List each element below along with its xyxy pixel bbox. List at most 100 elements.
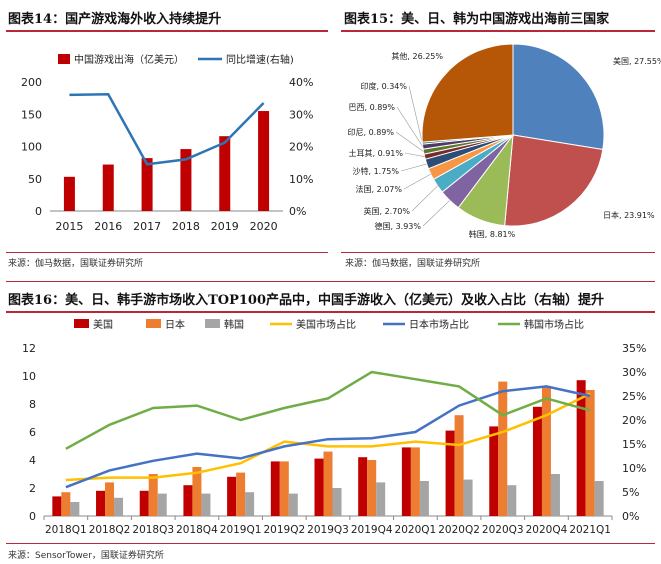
- chart16-y-tick-label: 8: [29, 398, 36, 411]
- chart16-legend-label: 韩国市场占比: [524, 318, 584, 331]
- chart16-bar: [358, 457, 368, 516]
- chart16-x-tick-label: 2020Q1: [395, 524, 437, 536]
- chart16-bar: [323, 451, 333, 516]
- chart16-x-tick-label: 2021Q1: [569, 524, 611, 536]
- chart14-x-tick-label: 2015: [55, 220, 83, 233]
- chart16-source: 来源：SensorTower，国联证券研究所: [8, 551, 164, 561]
- chart16-y-tick-label: 2: [29, 482, 36, 495]
- chart16-x-tick-label: 2019Q2: [263, 524, 305, 536]
- chart16-bar: [279, 461, 289, 516]
- chart16-bar: [157, 493, 167, 516]
- chart14-growth-line: [69, 92, 265, 166]
- chart15-leader-line: [404, 152, 425, 157]
- chart16-x-tick-label: 2020Q3: [482, 524, 524, 536]
- chart14-y2-tick-label: 30%: [289, 108, 313, 121]
- chart16-bar: [105, 482, 115, 516]
- chart15-heading: 图表15：美、日、韩为中国游戏出海前三国家: [344, 12, 610, 27]
- chart14-y2-tick-label: 10%: [289, 173, 313, 186]
- chart14-bar: [258, 111, 270, 211]
- chart14-y-tick-label: 50: [28, 173, 42, 186]
- chart16-bar: [410, 447, 420, 516]
- chart16-bar: [550, 474, 560, 516]
- chart16-bar: [270, 461, 280, 516]
- chart14-svg: 中国游戏出海（亿美元） 同比增速(右轴) 0 50 100 150 200 0% 10% 20% 3…: [21, 53, 313, 233]
- chart16-share-line: [65, 385, 591, 489]
- chart14-y-tick-label: 200: [21, 76, 42, 89]
- chart16-heading: 图表16：美、日、韩手游市场收入TOP100产品中，中国手游收入（亿美元）及收入…: [8, 293, 605, 308]
- chart15-slice-label: 印尼, 0.89%: [348, 128, 395, 137]
- chart16-legend-swatch: [74, 319, 89, 328]
- chart15-svg: 美国, 27.55% 日本, 23.91% 韩国, 8.81% 德国, 3.93% 英国…: [348, 43, 661, 239]
- chart16-x-tick-label: 2019Q4: [351, 524, 393, 536]
- chart16-bar: [445, 430, 455, 516]
- chart15-slice-label: 英国, 2.70%: [364, 206, 411, 216]
- chart16-bar: [454, 415, 464, 516]
- chart15-source: 来源：伽马数据，国联证券研究所: [345, 259, 481, 269]
- chart16-x-tick-label: 2019Q3: [307, 524, 349, 536]
- chart15-slice-label: 其他, 26.25%: [391, 51, 443, 61]
- chart14-source: 来源：伽马数据，国联证券研究所: [8, 259, 144, 269]
- chart16-x-tick-label: 2018Q4: [176, 524, 218, 536]
- chart16-legend-label: 美国: [93, 318, 113, 331]
- chart14-bottom-rule: [6, 252, 328, 253]
- chart16-x-tick-label: 2018Q1: [45, 524, 87, 536]
- chart15-leader-line: [408, 85, 423, 144]
- chart14-y2-tick-label: 20%: [289, 141, 313, 154]
- chart14-top-rule: [6, 30, 328, 32]
- chart15-leader-line: [411, 185, 438, 212]
- chart14-heading: 图表14：国产游戏海外收入持续提升: [8, 12, 222, 27]
- chart15-slice-label: 日本, 23.91%: [603, 210, 655, 220]
- chart16-bottom-rule: [6, 543, 655, 544]
- chart16-bar: [52, 496, 62, 516]
- chart16-y2-tick-label: 35%: [622, 342, 646, 355]
- chart15-leader-line: [400, 163, 427, 172]
- chart15-leader-line: [395, 131, 424, 152]
- chart15-slice: [512, 43, 605, 151]
- chart16-bar: [376, 482, 386, 516]
- chart14-y2-tick-label: 40%: [289, 76, 313, 89]
- chart16-bar: [183, 485, 193, 516]
- chart16-share-line: [65, 392, 591, 482]
- chart16-legend-label: 日本: [165, 318, 185, 331]
- chart16-y2-tick-label: 25%: [622, 390, 646, 403]
- chart16-bar: [507, 485, 517, 516]
- chart16-bar: [236, 472, 246, 516]
- chart14-bar: [219, 136, 231, 211]
- chart16-y2-tick-label: 30%: [622, 366, 646, 379]
- chart16-bar: [114, 497, 124, 516]
- chart16-bar: [314, 458, 324, 516]
- chart15-slice: [421, 43, 514, 143]
- chart15-bottom-rule: [341, 252, 655, 253]
- chart16-y-tick-label: 10: [22, 370, 36, 383]
- chart16-x-tick-label: 2018Q3: [132, 524, 174, 536]
- chart15-leader-line: [403, 173, 431, 190]
- chart16-y2-tick-label: 10%: [622, 462, 646, 475]
- chart14-bar: [180, 149, 192, 211]
- chart16-y2-tick-label: 0%: [622, 510, 639, 523]
- chart14-y-tick-label: 150: [21, 108, 42, 121]
- chart16-bar: [96, 490, 106, 516]
- chart16-svg: 美国 日本 韩国 美国市场占比 日本市场占比 韩国市场占比 0 2 4 6 8 10 12 0% 5% 10%…: [22, 318, 646, 536]
- chart16-bar: [70, 502, 80, 516]
- chart16-bar: [148, 474, 158, 516]
- chart16-y-tick-label: 4: [29, 454, 36, 467]
- chart16-x-tick-label: 2019Q1: [220, 524, 262, 536]
- chart16-bar: [201, 493, 211, 516]
- chart14-bar: [63, 176, 75, 211]
- chart14-bar: [141, 158, 153, 211]
- chart15-slice-label: 法国, 2.07%: [356, 184, 403, 194]
- chart16-legend-label: 美国市场占比: [296, 318, 356, 331]
- chart16-bar: [139, 490, 149, 516]
- chart15-slice-label: 沙特, 1.75%: [353, 166, 400, 176]
- chart14-legend-swatch-bars: [58, 54, 70, 64]
- chart15-slice-label: 印度, 0.34%: [361, 81, 408, 91]
- chart14-x-tick-label: 2018: [172, 220, 200, 233]
- chart15-slice-label: 韩国, 8.81%: [469, 229, 516, 239]
- chart15-slice-label: 德国, 3.93%: [375, 221, 422, 231]
- chart16-bar: [227, 476, 237, 516]
- chart16-x-tick-label: 2020Q2: [438, 524, 480, 536]
- chart16-legend-swatch: [205, 319, 220, 328]
- chart16-bar: [401, 447, 411, 516]
- chart16-bar: [594, 481, 604, 516]
- chart15-slice-label: 土耳其, 0.91%: [349, 148, 404, 158]
